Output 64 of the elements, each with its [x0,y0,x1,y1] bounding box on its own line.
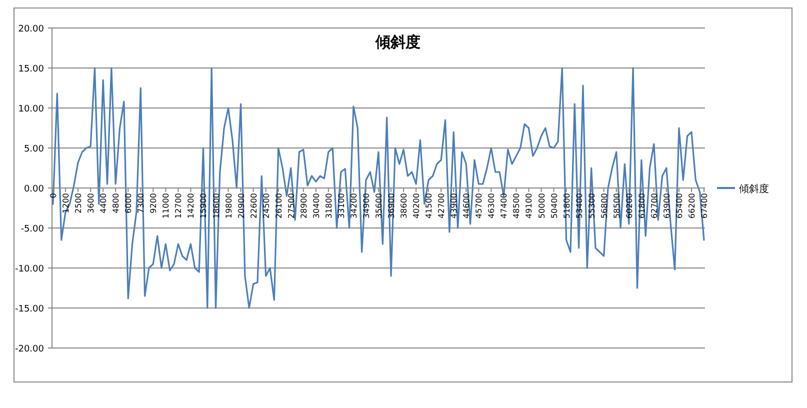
x-tick-label: 51800 [562,193,572,218]
x-tick-label: 42700 [437,193,446,218]
x-tick-label: 12700 [174,193,184,218]
x-tick-label: 9200 [149,193,158,214]
x-tick-label: 1200 [62,193,71,214]
x-tick-label: 45700 [474,193,484,218]
x-tick-label: 47400 [500,193,509,218]
x-tick-label: 50000 [537,193,546,218]
x-tick-label: 67400 [700,193,709,218]
x-tick-label: 4800 [112,193,121,214]
x-tick-label: 46300 [487,193,496,218]
chart-title: 傾斜度 [374,33,420,51]
y-tick-label: 15.00 [18,64,44,74]
x-tick-label: 18600 [212,193,221,218]
x-tick-label: 26100 [274,193,284,218]
x-tick-label: 14200 [186,193,196,218]
y-tick-label: -5.00 [20,224,44,234]
x-tick-label: 41500 [424,193,434,218]
x-tick-label: 62700 [650,193,659,218]
x-tick-label: 27500 [286,193,296,218]
x-tick-label: 31800 [324,193,334,218]
x-tick-label: 33100 [336,193,346,218]
x-tick-label: 4400 [99,193,108,214]
y-tick-label: 5.00 [24,144,44,154]
y-tick-label: -10.00 [14,264,44,274]
x-tick-label: 58500 [612,193,622,218]
x-tick-label: 55300 [587,193,596,218]
y-tick-label: -15.00 [14,304,44,314]
x-tick-label: 65400 [674,193,684,218]
x-tick-label: 40200 [412,193,422,218]
y-tick-label: -20.00 [14,344,44,354]
x-tick-label: 7300 [136,193,146,214]
legend-label: 傾斜度 [739,183,769,195]
x-tick-label: 44600 [462,193,472,218]
x-tick-label: 49100 [524,193,534,218]
y-tick-label: 20.00 [18,24,44,34]
x-tick-label: 61800 [637,193,646,218]
x-tick-label: 66200 [687,193,696,218]
x-tick-label: 56800 [600,193,609,218]
x-tick-label: 22600 [249,193,258,218]
x-tick-label: 60200 [624,193,634,218]
x-tick-label: 28900 [299,193,308,218]
x-tick-label: 35600 [374,193,384,218]
x-tick-label: 38600 [400,193,409,218]
y-tick-label: 0.00 [24,184,44,194]
x-tick-label: 63900 [662,193,672,218]
x-tick-label: 11000 [162,193,171,218]
x-tick-label: 19800 [224,193,234,218]
x-tick-label: 36900 [387,193,396,218]
x-tick-label: 34900 [362,193,371,218]
x-tick-label: 20900 [236,193,246,218]
x-tick-label: 53400 [574,193,584,218]
x-tick-label: 50400 [550,193,559,218]
x-tick-label: 30400 [312,193,321,218]
x-tick-label: 15900 [199,193,208,218]
x-tick-label: 6000 [124,193,134,214]
x-tick-label: 2500 [74,193,84,214]
x-tick-label: 3600 [86,193,96,214]
x-tick-label: 48500 [512,193,522,218]
x-tick-label: 43900 [450,193,459,218]
x-tick-label: 34200 [349,193,358,218]
x-tick-label: 0 [49,193,58,198]
x-tick-label: 24500 [262,193,271,218]
y-tick-label: 10.00 [18,104,44,114]
